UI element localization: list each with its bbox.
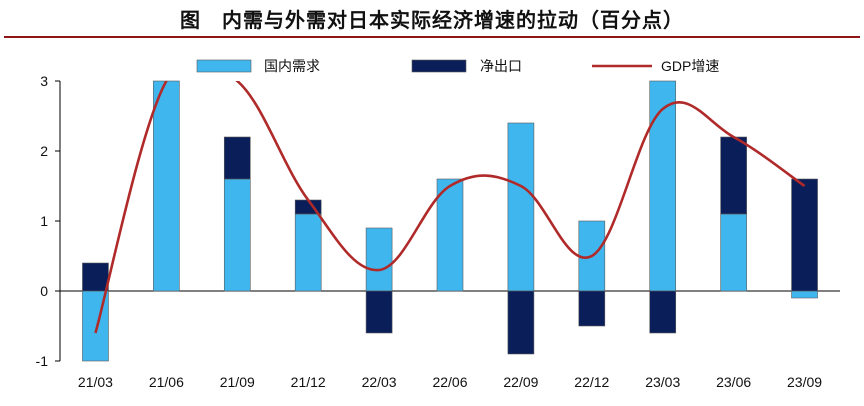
legend-label-gdp: GDP增速 xyxy=(661,58,719,74)
bar-domestic-demand xyxy=(223,178,251,292)
legend: 国内需求 净出口 GDP增速 xyxy=(196,58,719,74)
bar-domestic-demand xyxy=(436,178,464,292)
x-tick-label: 21/06 xyxy=(149,374,184,390)
x-tick-label: 22/03 xyxy=(362,374,397,390)
bar-domestic-demand xyxy=(507,122,535,292)
bar-net-export xyxy=(507,290,535,355)
chart-title: 图 内需与外需对日本实际经济增速的拉动（百分点） xyxy=(180,8,684,32)
bar-net-export xyxy=(649,290,677,334)
x-tick-label: 22/12 xyxy=(574,374,609,390)
x-tick-label: 21/03 xyxy=(78,374,113,390)
y-tick-label: 2 xyxy=(40,143,48,159)
x-tick-label: 21/12 xyxy=(291,374,326,390)
bar-net-export xyxy=(82,262,109,292)
legend-swatch-net-export xyxy=(411,59,467,73)
legend-swatch-domestic xyxy=(196,59,252,73)
bar-net-export xyxy=(578,290,606,327)
x-tick-label: 21/09 xyxy=(220,374,255,390)
x-tick-label: 23/09 xyxy=(787,374,822,390)
bar-domestic-demand xyxy=(294,213,322,292)
bar-domestic-demand xyxy=(649,80,677,292)
bars xyxy=(82,80,818,362)
bar-net-export xyxy=(223,136,251,180)
bar-net-export xyxy=(791,178,818,292)
bar-domestic-demand xyxy=(791,290,818,299)
x-tick-label: 22/09 xyxy=(503,374,538,390)
axes: -1 0 1 2 3 21/03 21/06 21/09 21/12 22/03 22/06 22/0… xyxy=(36,73,840,390)
x-tick-label: 23/06 xyxy=(716,374,751,390)
y-tick-label: 1 xyxy=(40,213,48,229)
gdp-series xyxy=(94,81,806,334)
y-tick-label: 0 xyxy=(40,283,48,299)
bar-domestic-demand xyxy=(720,213,747,292)
gdp-growth-line xyxy=(94,81,806,334)
legend-label-domestic: 国内需求 xyxy=(264,58,320,74)
y-tick-label: 3 xyxy=(40,73,48,89)
x-tick-label: 22/06 xyxy=(432,374,467,390)
x-tick-label: 23/03 xyxy=(645,374,680,390)
bar-net-export xyxy=(720,136,747,215)
bar-domestic-demand xyxy=(365,227,393,292)
bar-net-export xyxy=(365,290,393,334)
y-tick-label: -1 xyxy=(36,353,49,369)
title-divider xyxy=(4,36,860,38)
legend-label-net-export: 净出口 xyxy=(480,58,522,74)
bar-domestic-demand xyxy=(153,80,180,292)
